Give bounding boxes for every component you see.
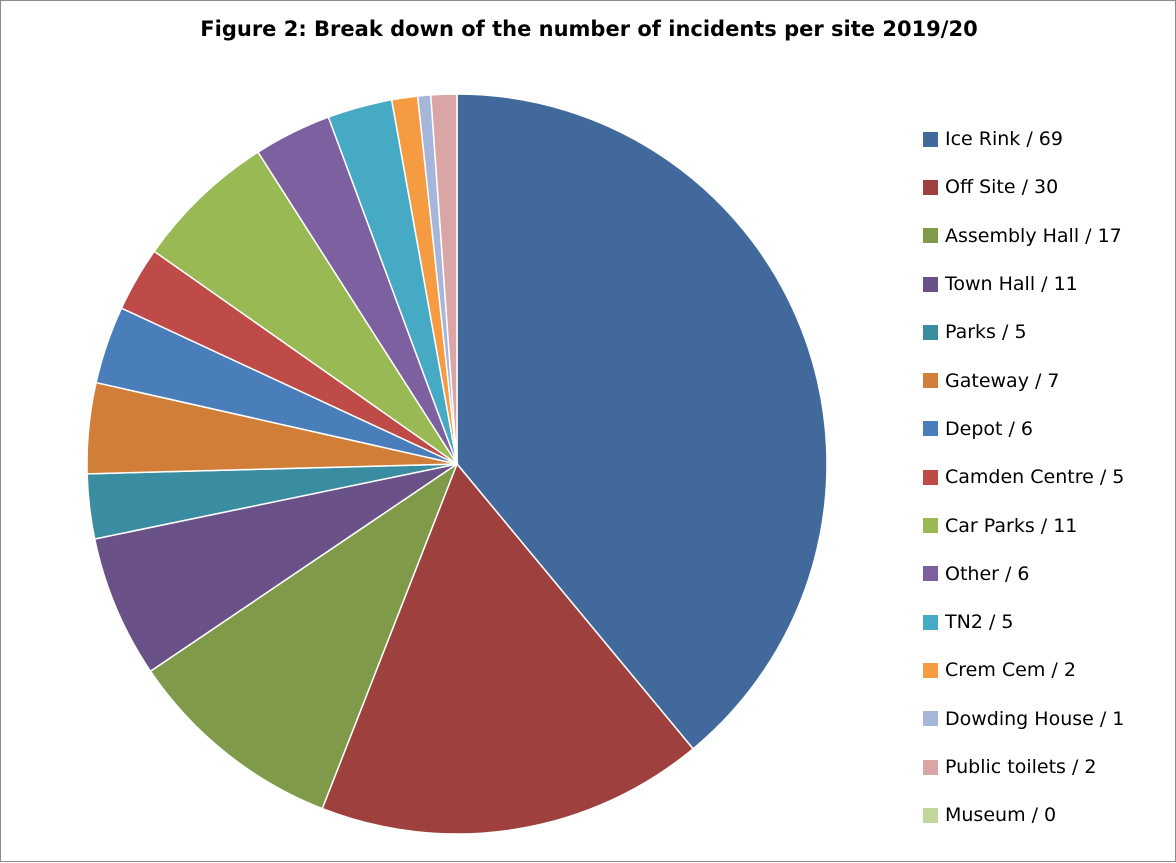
- legend-item: Gateway / 7: [923, 356, 1124, 404]
- legend-swatch: [923, 421, 938, 437]
- legend-item: TN2 / 5: [923, 598, 1124, 646]
- legend-swatch: [923, 662, 938, 678]
- legend-label: Assembly Hall / 17: [945, 224, 1122, 247]
- legend-label: Crem Cem / 2: [945, 659, 1076, 682]
- legend-label: Dowding House / 1: [945, 707, 1125, 730]
- legend-label: Parks / 5: [945, 321, 1027, 344]
- pie-slice-town-hall: [93, 463, 458, 673]
- legend-label: Town Hall / 11: [945, 273, 1078, 296]
- legend-swatch: [923, 759, 938, 775]
- legend-item: Car Parks / 11: [923, 501, 1124, 549]
- legend-item: Depot / 6: [923, 405, 1124, 453]
- legend-swatch: [923, 373, 938, 389]
- legend-item: Parks / 5: [923, 308, 1124, 356]
- legend-item: Camden Centre / 5: [923, 453, 1124, 501]
- legend-swatch: [923, 179, 938, 195]
- legend-swatch: [923, 131, 938, 147]
- legend-item: Ice Rink / 69: [923, 115, 1124, 163]
- legend-item: Assembly Hall / 17: [923, 212, 1124, 260]
- legend-item: Crem Cem / 2: [923, 646, 1124, 694]
- legend: Ice Rink / 69 Off Site / 30 Assembly Hall …: [923, 115, 1124, 839]
- legend-label: Camden Centre / 5: [945, 466, 1125, 489]
- pie-slice-off-site: [321, 462, 695, 835]
- legend-swatch: [923, 276, 938, 292]
- legend-swatch: [923, 518, 938, 534]
- legend-label: Ice Rink / 69: [945, 128, 1063, 151]
- legend-label: Gateway / 7: [945, 369, 1060, 392]
- legend-swatch: [923, 711, 938, 727]
- legend-swatch: [923, 228, 938, 244]
- pie-slice-car-parks: [153, 151, 458, 465]
- legend-item: Public toilets / 2: [923, 743, 1124, 791]
- legend-swatch: [923, 324, 938, 340]
- legend-swatch: [923, 469, 938, 485]
- legend-label: TN2 / 5: [945, 611, 1014, 634]
- legend-swatch: [923, 614, 938, 630]
- legend-item: Dowding House / 1: [923, 695, 1124, 743]
- legend-item: Off Site / 30: [923, 163, 1124, 211]
- legend-label: Museum / 0: [945, 804, 1057, 827]
- legend-item: Museum / 0: [923, 791, 1124, 839]
- pie-slice-assembly-hall: [149, 462, 459, 810]
- pie-slice-public-toilets: [429, 93, 458, 465]
- legend-item: Other / 6: [923, 550, 1124, 598]
- legend-swatch: [923, 566, 938, 582]
- legend-label: Off Site / 30: [945, 176, 1059, 199]
- legend-label: Public toilets / 2: [945, 756, 1097, 778]
- chart-title: Figure 2: Break down of the number of in…: [200, 17, 978, 41]
- legend-label: Depot / 6: [945, 417, 1034, 440]
- legend-label: Other / 6: [945, 562, 1030, 585]
- pie-slice-ice-rink: [456, 93, 828, 750]
- legend-swatch: [923, 807, 938, 823]
- legend-item: Town Hall / 11: [923, 260, 1124, 308]
- legend-label: Car Parks / 11: [945, 514, 1078, 537]
